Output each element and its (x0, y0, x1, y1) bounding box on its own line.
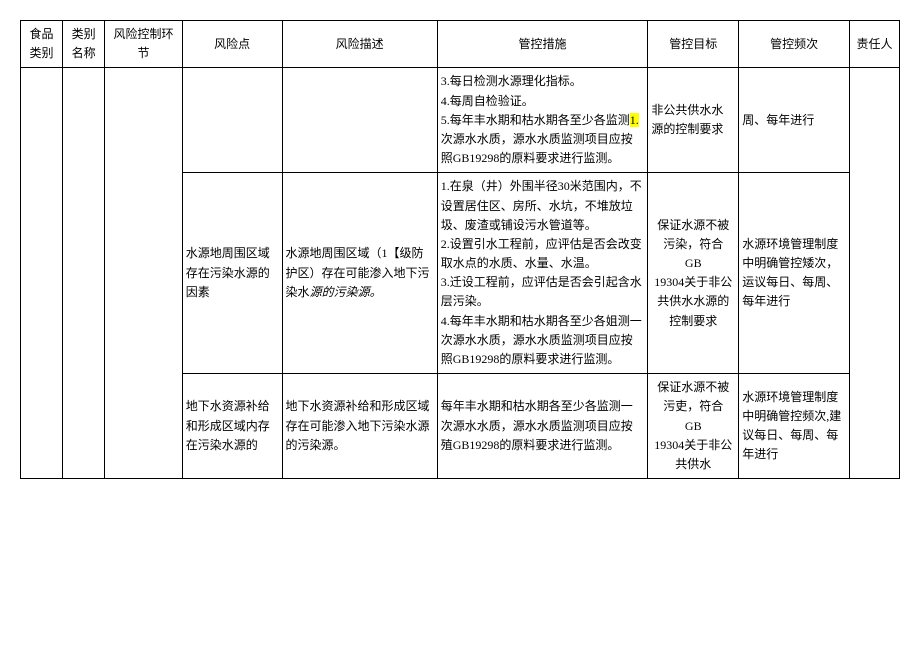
cell-freq: 水源环境管理制度中明确管控矮次，运议每日、每周、每年进行 (739, 173, 850, 374)
cell-riskdesc: 地下水资源补给和形成区域存在可能渗入地下污染水源的污染源。 (282, 374, 437, 479)
table-header-row: 食品类别 类别名称 风险控制环节 风险点 风险描述 管控措施 管控目标 管控频次… (21, 21, 900, 68)
cell-control (105, 68, 183, 479)
cell-measures: 每年丰水期和枯水期各至少各监测一次源水水质，源水水质监测项目应按殖GB19298… (437, 374, 648, 479)
cell-freq: 周、每年进行 (739, 68, 850, 173)
measures-suffix: 次源水水质，源水水质监测项目应按照GB19298的原料要求进行监测。 (441, 132, 633, 165)
cell-riskdesc (282, 68, 437, 173)
header-measures: 管控措施 (437, 21, 648, 68)
cell-category (21, 68, 63, 479)
cell-measures: 1.在泉（井）外围半径30米范围内，不设置居住区、房所、水坑，不堆放垃圾、废渣或… (437, 173, 648, 374)
cell-target: 非公共供水水源的控制要求 (648, 68, 739, 173)
header-target: 管控目标 (648, 21, 739, 68)
riskdesc-italic: 源的污染源。 (310, 285, 382, 299)
cell-riskpoint (182, 68, 282, 173)
measures-prefix: 3.每日检测水源理化指标。4.每周自检验证。5.每年丰水期和枯水期各至少各监测 (441, 74, 630, 126)
header-freq: 管控频次 (739, 21, 850, 68)
cell-target: 保证水源不被污吏，符合GB19304关于非公共供水 (648, 374, 739, 479)
cell-freq: 水源环境管理制度中明确管控频次,建议每日、每周、每年进行 (739, 374, 850, 479)
header-name: 类别名称 (63, 21, 105, 68)
cell-resp (850, 68, 900, 479)
cell-target: 保证水源不被污染，符合GB19304关于非公共供水水源的控制要求 (648, 173, 739, 374)
measures-highlight: 1. (630, 113, 639, 127)
cell-name (63, 68, 105, 479)
risk-control-table: 食品类别 类别名称 风险控制环节 风险点 风险描述 管控措施 管控目标 管控频次… (20, 20, 900, 479)
cell-measures: 3.每日检测水源理化指标。4.每周自检验证。5.每年丰水期和枯水期各至少各监测1… (437, 68, 648, 173)
table-row: 3.每日检测水源理化指标。4.每周自检验证。5.每年丰水期和枯水期各至少各监测1… (21, 68, 900, 173)
cell-riskdesc: 水源地周围区域（1【级防护区）存在可能渗入地下污染水源的污染源。 (282, 173, 437, 374)
cell-riskpoint: 水源地周围区域存在污染水源的因素 (182, 173, 282, 374)
header-riskpoint: 风险点 (182, 21, 282, 68)
cell-riskpoint: 地下水资源补给和形成区域内存在污染水源的 (182, 374, 282, 479)
header-control: 风险控制环节 (105, 21, 183, 68)
header-resp: 责任人 (850, 21, 900, 68)
header-category: 食品类别 (21, 21, 63, 68)
header-riskdesc: 风险描述 (282, 21, 437, 68)
